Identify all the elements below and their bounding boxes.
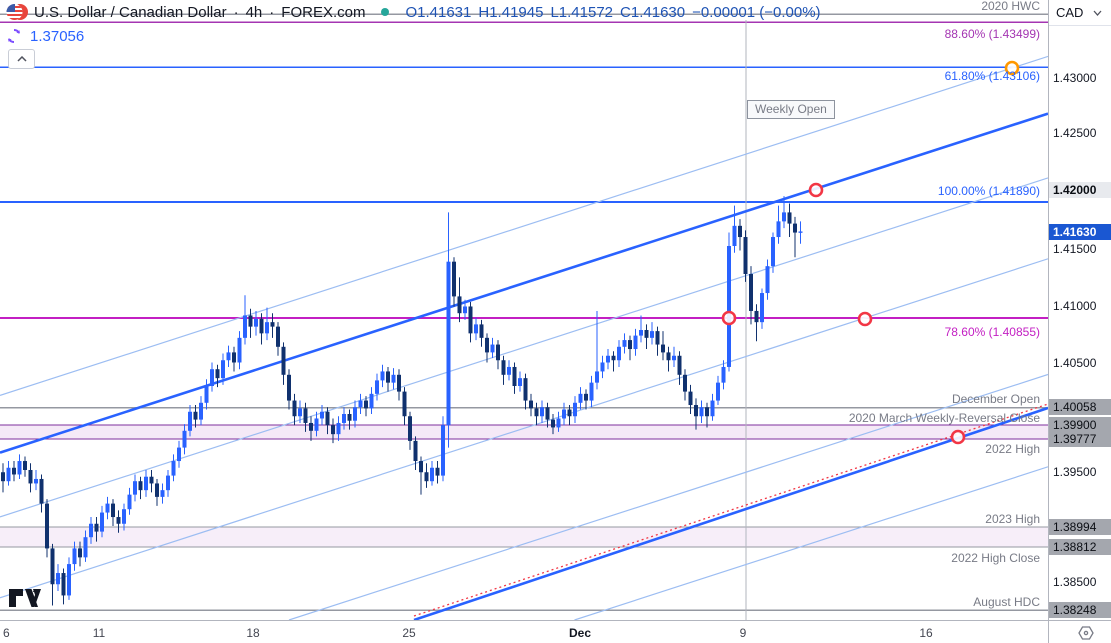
price-tick: 1.40500 bbox=[1053, 356, 1097, 370]
high-label: H bbox=[478, 3, 490, 21]
time-scale[interactable]: 6 11 18 25 Dec 9 16 bbox=[0, 620, 1111, 643]
tradingview-logo bbox=[9, 589, 41, 607]
price-scale[interactable]: CAD 1.43000 1.42500 1.41500 1.41000 1.40500 1… bbox=[1048, 0, 1111, 620]
time-tick: 6 bbox=[3, 626, 10, 640]
svg-text:88.60% (1.43499): 88.60% (1.43499) bbox=[945, 27, 1040, 41]
market-open-dot bbox=[381, 8, 390, 16]
time-tick: 11 bbox=[92, 626, 106, 640]
symbol-interval[interactable]: 4h bbox=[245, 3, 263, 21]
time-tick: 18 bbox=[246, 626, 260, 640]
weekly-open-tag[interactable]: Weekly Open bbox=[747, 100, 835, 119]
symbol-header: U.S. Dollar / Canadian Dollar · 4h · FOR… bbox=[6, 2, 821, 22]
horizontal-levels bbox=[0, 13, 1048, 611]
current-price-tag: 1.41630 bbox=[1049, 224, 1111, 240]
price-tick: 1.39777 bbox=[1049, 431, 1111, 447]
separator: · bbox=[269, 3, 275, 21]
axis-separator bbox=[1048, 620, 1049, 643]
close-label: C bbox=[620, 3, 631, 21]
price-tick: 1.41500 bbox=[1053, 242, 1097, 256]
open-value: 1.41631 bbox=[417, 3, 472, 21]
price-tick: 1.38994 bbox=[1049, 519, 1111, 535]
svg-text:61.80% (1.43106): 61.80% (1.43106) bbox=[945, 69, 1040, 83]
currency-pair-icon bbox=[6, 4, 28, 20]
time-tick: 25 bbox=[402, 626, 416, 640]
time-tick: 16 bbox=[919, 626, 933, 640]
svg-text:100.00% (1.41890): 100.00% (1.41890) bbox=[938, 184, 1040, 198]
currency-dropdown[interactable]: CAD bbox=[1049, 0, 1111, 26]
sync-arrows-icon bbox=[7, 28, 21, 44]
svg-text:78.60% (1.40855): 78.60% (1.40855) bbox=[945, 325, 1040, 339]
level-labels: 2020 HWC 88.60% (1.43499) 61.80% (1.43106)… bbox=[849, 0, 1041, 609]
svg-text:2022 High: 2022 High bbox=[985, 442, 1040, 456]
open-label: O bbox=[405, 3, 418, 21]
svg-text:2023 High: 2023 High bbox=[985, 512, 1040, 526]
price-tick: 1.40058 bbox=[1049, 399, 1111, 415]
chevron-up-icon bbox=[16, 56, 27, 62]
change-value: −0.00001 (−0.00%) bbox=[692, 3, 821, 21]
low-value: 1.41572 bbox=[558, 3, 614, 21]
time-tick: Dec bbox=[568, 626, 592, 640]
indicator-value: 1.37056 bbox=[30, 27, 85, 45]
price-tick: 1.42000 bbox=[1049, 182, 1111, 198]
price-bands bbox=[0, 424, 1048, 548]
svg-text:August HDC: August HDC bbox=[973, 595, 1040, 609]
trendlines bbox=[0, 55, 1048, 620]
price-tick: 1.38500 bbox=[1053, 575, 1097, 589]
circle-markers bbox=[721, 60, 1020, 445]
currency-label: CAD bbox=[1056, 5, 1084, 20]
price-tick: 1.39900 bbox=[1049, 417, 1111, 433]
svg-text:2020 March Weekly-Reversal Clo: 2020 March Weekly-Reversal Close bbox=[849, 411, 1041, 425]
price-tick: 1.41000 bbox=[1053, 299, 1097, 313]
symbol-exchange[interactable]: FOREX.com bbox=[281, 3, 366, 21]
svg-text:2020 HWC: 2020 HWC bbox=[981, 0, 1040, 13]
price-tick: 1.42500 bbox=[1053, 126, 1097, 140]
symbol-title[interactable]: U.S. Dollar / Canadian Dollar bbox=[34, 3, 227, 21]
svg-text:2022 High Close: 2022 High Close bbox=[951, 551, 1040, 565]
price-tick: 1.38812 bbox=[1049, 539, 1111, 555]
timezone-settings-icon[interactable] bbox=[1078, 625, 1094, 641]
ohlc-readout: O1.41631 H1.41945 L1.41572 C1.41630 −0.0… bbox=[405, 4, 820, 21]
separator: · bbox=[233, 3, 239, 21]
indicator-row: 1.37056 bbox=[6, 27, 84, 45]
low-label: L bbox=[550, 3, 559, 21]
chevron-down-icon bbox=[1093, 10, 1102, 16]
candles bbox=[1, 196, 803, 606]
chart-canvas[interactable]: 2020 HWC 88.60% (1.43499) 61.80% (1.43106)… bbox=[0, 0, 1048, 620]
high-value: 1.41945 bbox=[489, 3, 544, 21]
price-tick: 1.39500 bbox=[1053, 465, 1097, 479]
svg-text:December Open: December Open bbox=[952, 392, 1040, 406]
price-tick: 1.38248 bbox=[1049, 602, 1111, 618]
price-tick: 1.43000 bbox=[1053, 71, 1097, 85]
collapse-pane-button[interactable] bbox=[8, 49, 35, 69]
close-value: 1.41630 bbox=[630, 3, 686, 21]
time-tick: 9 bbox=[739, 626, 747, 640]
